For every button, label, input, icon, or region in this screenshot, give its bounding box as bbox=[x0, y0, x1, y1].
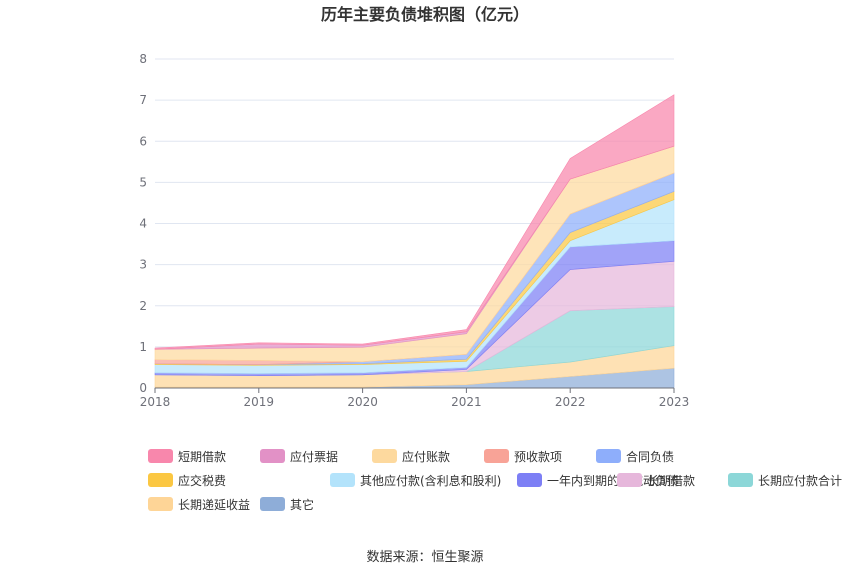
legend-swatch bbox=[260, 449, 285, 463]
legend-swatch bbox=[148, 497, 173, 511]
legend-item[interactable]: 长期应付款合计 bbox=[728, 472, 842, 488]
data-source: 数据来源：恒生聚源 bbox=[366, 550, 484, 565]
x-tick-label: 2018 bbox=[140, 395, 171, 409]
y-tick-label: 7 bbox=[139, 93, 147, 107]
legend-label: 应付账款 bbox=[402, 449, 451, 464]
legend-item[interactable]: 应付账款 bbox=[372, 448, 450, 464]
legend-item[interactable]: 合同负债 bbox=[596, 448, 674, 464]
x-tick-label: 2019 bbox=[244, 395, 275, 409]
legend-swatch bbox=[484, 449, 509, 463]
y-tick-label: 3 bbox=[139, 258, 147, 272]
x-tick-label: 2022 bbox=[555, 395, 586, 409]
legend-swatch bbox=[596, 449, 621, 463]
legend-label: 应付票据 bbox=[290, 449, 339, 464]
legend-label: 长期借款 bbox=[647, 473, 696, 488]
legend-swatch bbox=[148, 473, 173, 487]
legend-item[interactable]: 短期借款 bbox=[148, 448, 226, 464]
legend-swatch bbox=[728, 473, 753, 487]
legend-item[interactable]: 应交税费 bbox=[148, 472, 226, 488]
y-tick-label: 0 bbox=[139, 381, 147, 395]
legend-label: 长期递延收益 bbox=[178, 497, 251, 512]
legend-label: 预收款项 bbox=[514, 449, 563, 464]
legend-item[interactable]: 长期借款 bbox=[617, 472, 695, 488]
y-tick-label: 1 bbox=[139, 340, 147, 354]
axes: 0 1 2 3 4 5 6 7 8 2018 2019 2020 2021 2022 2023 bbox=[139, 52, 689, 409]
legend-label: 应交税费 bbox=[178, 473, 227, 488]
legend-swatch bbox=[517, 473, 542, 487]
legend-label: 合同负债 bbox=[626, 449, 675, 464]
legend-item[interactable]: 一年内到期的非流动负债 bbox=[517, 472, 679, 488]
y-tick-label: 8 bbox=[139, 52, 147, 66]
legend-label: 短期借款 bbox=[178, 449, 227, 464]
legend-item[interactable]: 其他应付款(含利息和股利) bbox=[330, 472, 501, 488]
legend-label: 其它 bbox=[290, 497, 315, 512]
legend-label: 其他应付款(含利息和股利) bbox=[360, 473, 502, 488]
y-tick-label: 4 bbox=[139, 217, 147, 231]
legend-label: 一年内到期的非流动负债 bbox=[547, 473, 680, 488]
legend-swatch bbox=[260, 497, 285, 511]
legend-swatch bbox=[148, 449, 173, 463]
x-tick-label: 2020 bbox=[347, 395, 378, 409]
legend-label: 长期应付款合计 bbox=[758, 473, 843, 488]
legend-swatch bbox=[372, 449, 397, 463]
legend-swatch bbox=[617, 473, 642, 487]
x-tick-label: 2021 bbox=[451, 395, 482, 409]
legend-item[interactable]: 长期递延收益 bbox=[148, 496, 250, 512]
y-tick-label: 6 bbox=[139, 134, 147, 148]
chart-title: 历年主要负债堆积图（亿元） bbox=[321, 5, 529, 24]
area-series bbox=[154, 94, 675, 389]
y-tick-label: 2 bbox=[139, 299, 147, 313]
area-短期借款 bbox=[154, 94, 675, 350]
grid-lines bbox=[155, 58, 674, 348]
legend-item[interactable]: 其它 bbox=[260, 496, 314, 512]
y-tick-label: 5 bbox=[139, 175, 147, 189]
legend-item[interactable]: 预收款项 bbox=[484, 448, 562, 464]
legend-swatch bbox=[330, 473, 355, 487]
x-tick-label: 2023 bbox=[659, 395, 690, 409]
legend-item[interactable]: 应付票据 bbox=[260, 448, 338, 464]
